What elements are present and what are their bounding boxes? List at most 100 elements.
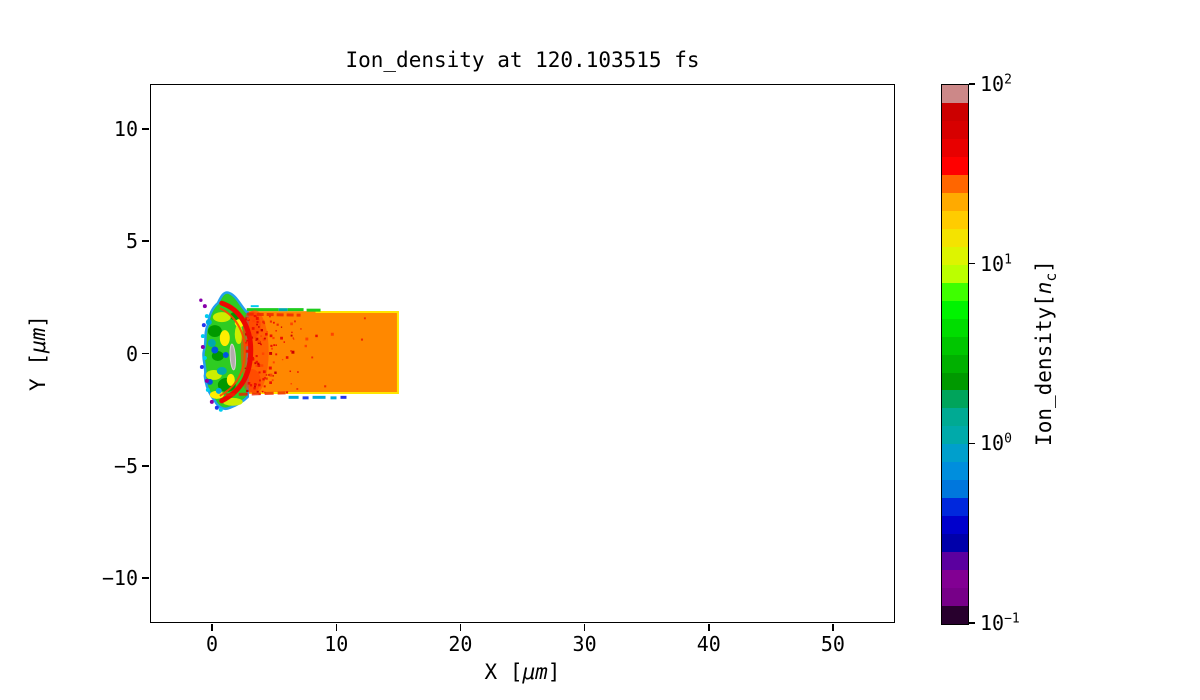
colorbar-tick-label: 101	[980, 251, 1012, 276]
colorbar-tick-mark	[969, 83, 975, 85]
density-speckle	[262, 370, 266, 374]
density-speckle	[324, 385, 327, 388]
y-tick-mark	[142, 128, 149, 130]
density-speckle	[304, 344, 307, 348]
density-speckle	[245, 339, 248, 341]
density-speckle	[269, 381, 272, 384]
density-speckle	[280, 336, 283, 340]
density-speckle	[274, 371, 277, 374]
density-speckle	[255, 360, 258, 364]
density-speckle	[256, 323, 258, 326]
density-speckle	[265, 374, 268, 376]
density-speckle	[275, 329, 277, 332]
x-tick-label: 10	[324, 632, 349, 656]
density-speckle	[305, 337, 309, 341]
colorbar-band	[942, 174, 968, 193]
colorbar-band	[942, 264, 968, 283]
colorbar-band	[942, 300, 968, 319]
x-tick-label: 20	[448, 632, 473, 656]
density-speckle	[264, 337, 266, 340]
density-speckle	[315, 334, 318, 338]
density-speckle	[268, 366, 272, 370]
density-speckle	[285, 356, 289, 359]
colorbar-label: Ion_density[nc]	[1031, 260, 1061, 446]
density-speckle	[272, 361, 275, 364]
density-speckle	[272, 321, 275, 324]
density-speckle	[247, 318, 250, 321]
density-map-svg	[199, 291, 399, 412]
x-tick-label: 30	[572, 632, 597, 656]
x-tick-mark	[211, 624, 213, 631]
blob-halo-dots	[199, 298, 223, 412]
density-speckle	[265, 332, 268, 336]
density-speckle	[270, 344, 273, 347]
colorbar-band	[942, 372, 968, 391]
density-speckle	[254, 385, 256, 388]
density-speckle	[286, 391, 289, 394]
density-speckle	[249, 384, 253, 387]
density-speckle	[263, 322, 266, 325]
x-tick-label: 50	[820, 632, 845, 656]
density-speckle	[290, 382, 293, 385]
colorbar-tick-label: 102	[980, 72, 1012, 96]
density-speckle	[260, 364, 264, 367]
colorbar-band	[942, 192, 968, 211]
density-speckle	[290, 350, 292, 352]
density-speckle	[273, 344, 276, 347]
density-speckle	[291, 331, 293, 334]
density-speckle	[272, 375, 274, 377]
colorbar-band	[942, 390, 968, 409]
y-tick-label: −10	[101, 566, 138, 591]
y-tick-label: 10	[113, 116, 138, 141]
density-speckle	[283, 341, 286, 343]
density-speckle	[256, 331, 259, 334]
colorbar-band	[942, 85, 968, 103]
density-speckle	[258, 371, 261, 374]
colorbar-band	[942, 462, 968, 481]
density-speckle	[281, 358, 284, 361]
y-tick-mark	[142, 240, 149, 242]
colorbar-band	[942, 516, 968, 535]
density-speckle	[259, 343, 262, 345]
x-axis-label: X [μm]	[484, 660, 561, 684]
density-speckle	[269, 334, 273, 338]
density-speckle	[260, 335, 263, 338]
density-speckle	[244, 367, 247, 369]
density-speckle	[272, 336, 275, 340]
density-speckle	[275, 344, 277, 346]
density-speckle	[269, 352, 273, 355]
density-speckle	[246, 317, 249, 320]
x-tick-mark	[708, 624, 710, 631]
plot-area	[150, 84, 895, 623]
density-speckle	[255, 337, 259, 341]
density-speckle	[311, 356, 314, 359]
plot-title: Ion_density at 120.103515 fs	[345, 48, 700, 72]
density-speckle	[256, 390, 259, 393]
y-tick-mark	[142, 465, 149, 467]
density-speckle	[296, 388, 299, 390]
colorbar-band	[942, 228, 968, 247]
density-speckle	[257, 339, 261, 343]
density-speckle	[255, 317, 259, 320]
density-speckle	[259, 379, 261, 382]
colorbar-band	[942, 282, 968, 301]
x-tick-label: 0	[206, 632, 219, 656]
density-speckle	[289, 370, 292, 373]
colorbar-band	[942, 318, 968, 337]
x-tick-mark	[583, 624, 586, 631]
density-speckle	[257, 362, 260, 365]
density-speckle	[255, 354, 258, 358]
density-speckle	[269, 373, 273, 377]
colorbar-band	[942, 606, 968, 625]
density-speckle	[275, 353, 278, 356]
colorbar-band	[942, 336, 968, 355]
density-speckle	[260, 328, 263, 332]
density-speckle	[265, 377, 268, 380]
density-speckle	[276, 323, 279, 326]
density-speckle	[245, 343, 249, 347]
colorbar-tick-label: 100	[980, 431, 1012, 456]
colorbar-band	[942, 408, 968, 427]
dense-core	[229, 343, 237, 371]
y-tick-mark	[142, 577, 149, 579]
surface-fringe-top	[246, 305, 321, 312]
